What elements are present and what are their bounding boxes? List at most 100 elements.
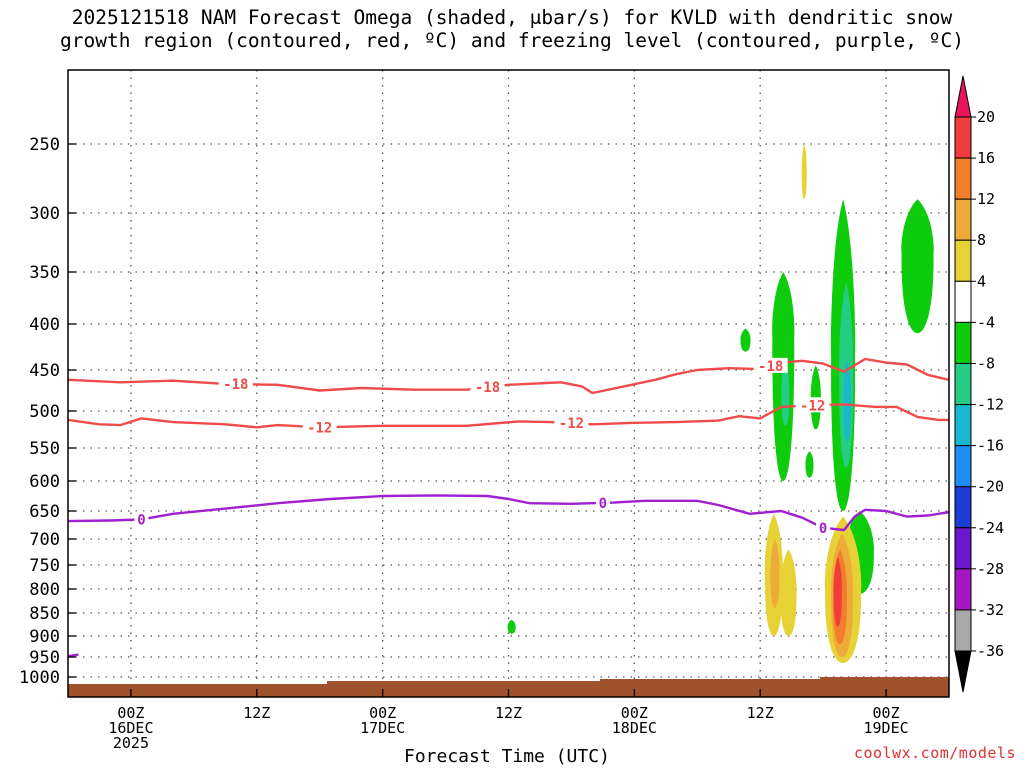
colorbar-label: -32 [977, 601, 1004, 619]
y-tick-label: 350 [29, 263, 60, 283]
colorbar-swatch [954, 568, 972, 611]
x-tick-label: 12Z [495, 704, 522, 722]
colorbar-swatch [954, 445, 972, 488]
colorbar-label: -16 [977, 437, 1004, 455]
colorbar-swatch [954, 609, 972, 652]
colorbar-label: 20 [977, 108, 995, 126]
contour-label-bg [753, 357, 788, 373]
temperature-contours [68, 357, 949, 658]
contour-label: 0 [137, 512, 145, 528]
credit-text: coolwx.com/models [853, 744, 1016, 762]
omega-cell [805, 451, 814, 478]
contour-label: 0 [599, 496, 607, 512]
x-tick-label: 12Z [243, 704, 270, 722]
chart-title-line2: growth region (contoured, red, ºC) and f… [60, 29, 964, 52]
colorbar-swatch [954, 321, 972, 364]
terrain-band [68, 677, 949, 697]
contour-label-bg [595, 494, 610, 510]
contour-label-bg [816, 519, 831, 535]
omega-shading [507, 144, 934, 663]
chart-title: 2025121518 NAM Forecast Omega (shaded, μ… [0, 6, 1024, 52]
colorbar-swatch [954, 404, 972, 447]
omega-cell [780, 549, 797, 636]
dgz-minus18-line [68, 357, 949, 395]
colorbar-label: -4 [977, 313, 995, 331]
x-tick-label: 16DEC [108, 719, 153, 737]
x-axis-title: Forecast Time (UTC) [404, 746, 610, 767]
chart-title-line1: 2025121518 NAM Forecast Omega (shaded, μ… [71, 6, 953, 29]
y-tick-label: 400 [29, 315, 60, 335]
colorbar-label: -36 [977, 642, 1004, 660]
omega-cell [740, 328, 751, 352]
colorbar-swatch [954, 280, 972, 323]
y-tick-label: 450 [29, 361, 60, 381]
y-tick-label: 650 [29, 502, 60, 522]
x-tick-label: 2025 [113, 734, 149, 752]
omega-cell [801, 144, 807, 200]
y-tick-label: 500 [29, 402, 60, 422]
omega-cell [833, 557, 842, 627]
contour-label-bg [218, 376, 253, 392]
omega-cell [843, 360, 851, 441]
dgz-minus12-line [68, 403, 949, 429]
contour-label-bg [134, 511, 149, 527]
omega-cell [507, 619, 516, 634]
colorbar-label: -24 [977, 519, 1004, 537]
contour-label-bg [470, 379, 505, 395]
x-tick-label: 00Z [369, 704, 396, 722]
contour-label: -12 [559, 416, 584, 432]
contour-label: -12 [800, 398, 825, 414]
omega-cell [770, 539, 780, 609]
contour-label-bg [554, 415, 589, 431]
contour-label-bg [302, 419, 337, 435]
contour-label: -12 [307, 420, 332, 436]
colorbar-label: 4 [977, 272, 986, 290]
y-tick-label: 550 [29, 439, 60, 459]
colorbar-swatch [954, 116, 972, 159]
colorbar-label: -12 [977, 396, 1004, 414]
contour-label: 0 [819, 521, 827, 537]
omega-cell [781, 360, 790, 426]
y-tick-label: 600 [29, 472, 60, 492]
x-tick-label: 00Z [873, 704, 900, 722]
y-tick-label: 800 [29, 580, 60, 600]
colorbar-label: -28 [977, 560, 1004, 578]
contour-label: -18 [475, 380, 500, 396]
y-tick-label: 750 [29, 556, 60, 576]
y-tick-label: 700 [29, 530, 60, 550]
omega-colorbar: 20 16 12 8 4 -4 -8 -12 -16 -20 -24 -28 -32 -36 [954, 75, 1004, 693]
colorbar-label: 8 [977, 231, 986, 249]
x-tick-label: 00Z [621, 704, 648, 722]
x-tick-label: 17DEC [360, 719, 405, 737]
colorbar-swatch [954, 157, 972, 200]
x-tick-label: 00Z [117, 704, 144, 722]
colorbar-label: -20 [977, 478, 1004, 496]
y-tick-label: 250 [29, 135, 60, 155]
terrain-layer [68, 677, 949, 697]
omega-cell [901, 199, 934, 334]
colorbar-label: -8 [977, 354, 995, 372]
freezing-level-line [68, 494, 949, 532]
colorbar-swatch [954, 239, 972, 282]
x-tick-label: 12Z [747, 704, 774, 722]
contour-label: -18 [223, 377, 248, 393]
contour-label: -18 [758, 359, 783, 375]
colorbar-swatch [954, 362, 972, 406]
y-tick-label: 1000 [19, 668, 60, 688]
pressure-axis: 250 300 350 400 450 500 550 600 650 700 750 800 850 9… [19, 135, 76, 688]
x-tick-label: 19DEC [863, 719, 908, 737]
contour-labels: -18 -18 -18 -12 -12 -12 0 0 0 [134, 357, 831, 537]
y-tick-label: 950 [29, 648, 60, 668]
colorbar-top-arrow [954, 75, 972, 118]
colorbar-bottom-arrow [954, 650, 972, 693]
x-tick-label: 18DEC [612, 719, 657, 737]
colorbar-label: 12 [977, 190, 995, 208]
colorbar-swatch [954, 198, 972, 241]
y-tick-label: 900 [29, 627, 60, 647]
colorbar-swatch [954, 486, 972, 529]
colorbar-label: 16 [977, 149, 995, 167]
freezing-level-surface-line [68, 653, 79, 658]
contour-label-bg [795, 397, 830, 413]
